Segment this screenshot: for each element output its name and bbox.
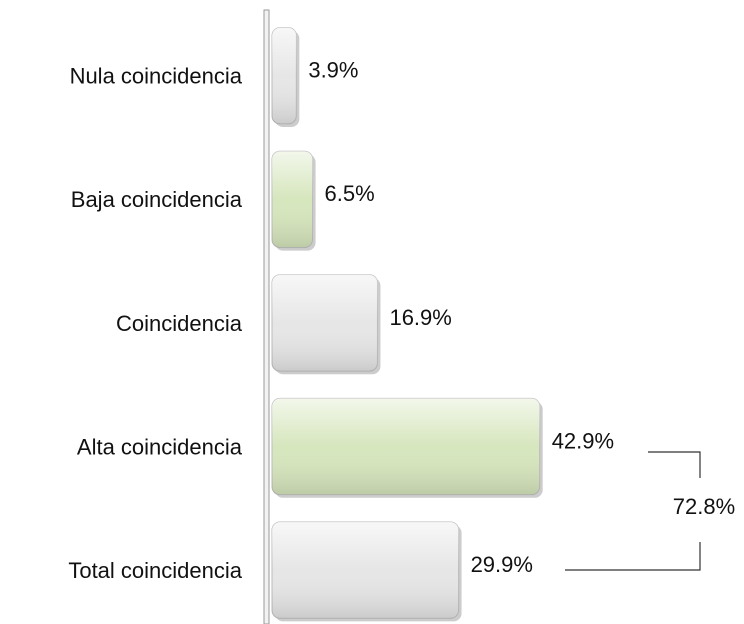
- category-label: Total coincidencia: [68, 558, 242, 583]
- axis-line: [263, 9, 270, 624]
- bar-gloss: [272, 521, 459, 619]
- category-label: Alta coincidencia: [77, 434, 243, 459]
- annotation: 72.8%: [673, 494, 735, 519]
- category-label: Coincidencia: [116, 311, 243, 336]
- value-label: 29.9%: [471, 552, 533, 577]
- bar-gloss: [272, 151, 313, 248]
- category-label: Nula coincidencia: [70, 64, 243, 89]
- bar-gloss: [272, 27, 297, 125]
- bar-gloss: [272, 398, 540, 495]
- value-label: 42.9%: [552, 428, 614, 453]
- category-label: Baja coincidencia: [71, 187, 243, 212]
- value-label: 6.5%: [325, 181, 375, 206]
- bracket: [565, 451, 701, 571]
- value-label: 16.9%: [389, 305, 451, 330]
- bar-gloss: [272, 274, 378, 372]
- value-label: 3.9%: [308, 58, 358, 83]
